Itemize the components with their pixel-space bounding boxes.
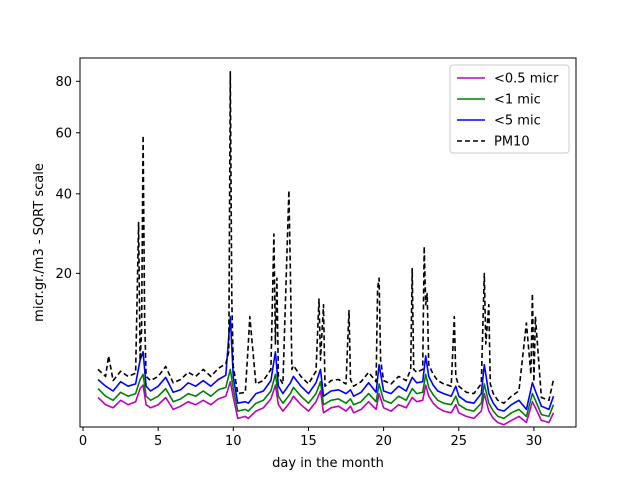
y-axis-label: micr.gr./m3 - SQRT scale <box>32 163 47 322</box>
series-line-0 <box>97 380 555 426</box>
x-tick-label: 10 <box>225 434 242 449</box>
x-tick-label: 30 <box>526 434 543 449</box>
legend-label-1: <1 mic <box>494 93 541 108</box>
legend-label-2: <5 mic <box>494 114 541 129</box>
x-tick-label: 15 <box>300 434 317 449</box>
series-line-3 <box>97 71 555 405</box>
x-tick-label: 20 <box>375 434 392 449</box>
legend-label-0: <0.5 micr <box>494 72 559 87</box>
plot-frame <box>79 57 577 428</box>
x-tick-label: 5 <box>154 434 162 449</box>
x-tick-label: 0 <box>79 434 87 449</box>
y-tick-label: 80 <box>55 75 72 90</box>
series-line-2 <box>97 315 555 412</box>
legend-box <box>449 64 570 154</box>
x-axis-label: day in the month <box>272 456 384 471</box>
series-layer <box>97 71 555 426</box>
y-tick-label: 40 <box>55 187 72 202</box>
y-tick-label: 60 <box>55 126 72 141</box>
y-axis: 20 40 60 80 <box>55 75 80 282</box>
y-tick-label: 20 <box>55 267 72 282</box>
legend-label-3: PM10 <box>494 135 530 150</box>
series-line-1 <box>97 368 555 420</box>
x-tick-label: 25 <box>450 434 467 449</box>
legend: <0.5 micr <1 mic <5 mic PM10 <box>449 64 570 154</box>
x-axis: 0 5 10 15 20 25 30 <box>79 427 542 449</box>
